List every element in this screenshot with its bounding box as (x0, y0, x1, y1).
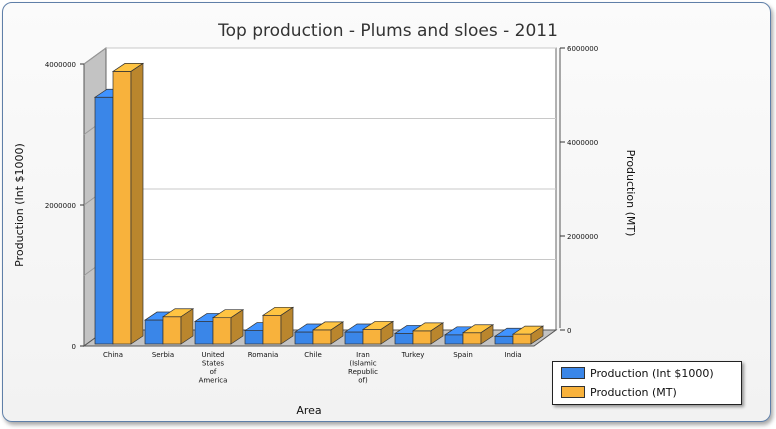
bar-side (430, 322, 444, 345)
y2-tick-label: 6000000 (567, 45, 598, 53)
bar-mt-front (212, 317, 232, 345)
bar-side (280, 306, 294, 345)
y-tick-label: 2000000 (45, 202, 76, 210)
x-tick-label: India (504, 351, 521, 359)
bar-int-front (144, 319, 164, 345)
bar-side (230, 309, 244, 345)
legend-swatch (561, 367, 585, 379)
bar-mt-front (112, 71, 132, 345)
legend: Production (Int $1000) Production (MT) (552, 361, 742, 405)
bar-mt-front (262, 314, 282, 345)
bar-side (380, 320, 394, 345)
bar-int-front (344, 331, 364, 345)
bar-int-front (444, 334, 464, 345)
bar-mt-front (462, 332, 482, 345)
x-tick-label: China (103, 351, 123, 359)
legend-label: Production (Int $1000) (590, 366, 714, 380)
x-tick-label: Spain (453, 351, 473, 359)
y-tick-label: 4000000 (45, 61, 76, 69)
bar-int-front (244, 330, 264, 345)
bar-mt-front (412, 330, 432, 345)
legend-item-series-1: Production (Int $1000) (561, 365, 741, 381)
plot-area: 0 2000000 4000000 0 2000000 4000000 6000000 Chi… (45, 45, 598, 385)
y-tick-label: 0 (72, 343, 76, 351)
legend-swatch (561, 386, 585, 398)
bar-side (130, 62, 144, 345)
bar-mt-front (362, 329, 382, 345)
bar-int-front (294, 331, 314, 345)
bar-int-front (194, 321, 214, 345)
x-tick-label: Turkey (401, 351, 425, 359)
bar-mt-front (312, 329, 332, 345)
bar-side (480, 324, 494, 345)
x-tick-label: Iran (Islamic Republic of) (348, 351, 378, 385)
bar-mt-front (512, 333, 532, 345)
y2-tick-label: 0 (567, 327, 571, 335)
bar-side (330, 321, 344, 345)
legend-label: Production (MT) (590, 385, 677, 399)
bar-mt-front (162, 316, 182, 345)
bar-side (180, 308, 194, 345)
y2-tick-label: 2000000 (567, 233, 598, 241)
bar-int-front (394, 333, 414, 345)
chart-title: Top production - Plums and sloes - 2011 (217, 21, 558, 41)
bar-side (530, 325, 544, 345)
y2-tick-label: 4000000 (567, 139, 598, 147)
x-axis-label: Area (296, 404, 321, 417)
bar-int-front (494, 335, 514, 345)
gridline-side (83, 47, 107, 65)
y2-axis-label: Production (MT) (624, 150, 637, 237)
y-axis-label: Production (Int $1000) (13, 143, 26, 267)
legend-item-series-2: Production (MT) (561, 384, 741, 400)
x-tick-label: United States of America (199, 351, 228, 385)
x-tick-label: Chile (304, 351, 322, 359)
x-tick-label: Serbia (152, 351, 174, 359)
bar-int-front (94, 96, 114, 345)
x-tick-label: Romania (248, 351, 279, 359)
